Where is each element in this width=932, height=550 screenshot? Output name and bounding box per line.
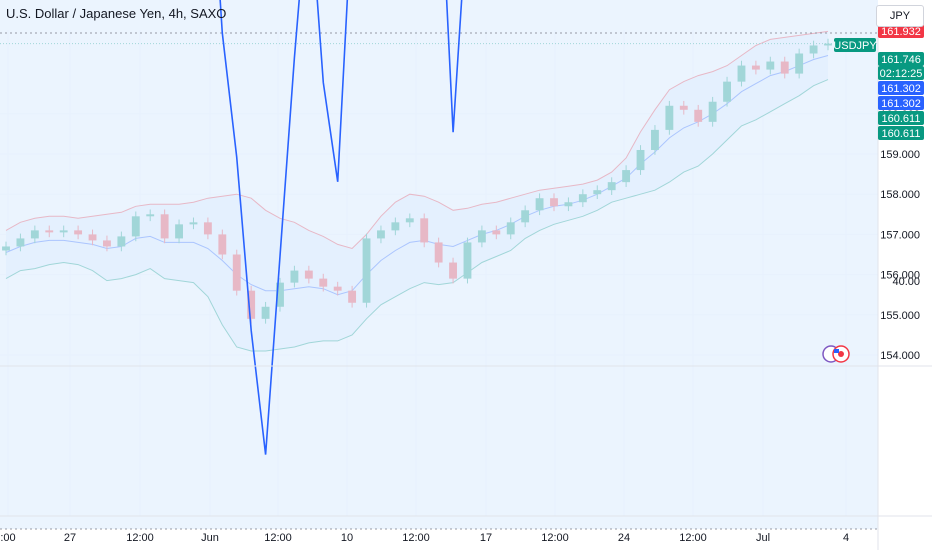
price-tick-label-6: 154.000 [880,350,920,362]
us-jp-flag-icon[interactable] [822,345,850,363]
price-tag-label-3: 02:12:25 [880,68,923,80]
time-tick-label-1: 27 [64,532,76,544]
price-tag-label-4: 161.302 [881,83,921,95]
time-tick-label-12: 4 [843,532,849,544]
price-tag-label-0: 161.932 [881,26,921,38]
chart-title: U.S. Dollar / Japanese Yen, 4h, SAXO [6,6,227,21]
price-tag [878,52,924,66]
price-tick-label-1: 156.000 [880,270,920,282]
time-tick-label-10: 12:00 [679,532,707,544]
rsi-pane: BearBearBear [0,0,878,530]
currency-button[interactable]: JPY [876,5,924,27]
price-tag [878,96,924,110]
price-tag-label-5: 161.302 [881,98,921,110]
time-tick-label-5: 10 [341,532,353,544]
price-tag [878,66,924,80]
price-tick-label-0: 155.000 [880,310,920,322]
time-tick-label-8: 12:00 [541,532,569,544]
price-tag [878,111,924,125]
time-tick-label-0: :00 [0,532,15,544]
rsi-tick-label-2: 40.00 [892,276,920,288]
price-tag-label-1: USDJPY [833,40,877,52]
price-tag [834,38,876,52]
price-tag-label-6: 160.611 [882,113,921,125]
price-tick-label-2: 157.000 [880,229,920,241]
price-tag [878,81,924,95]
price-tag-label-2: 161.746 [881,54,921,66]
time-tick-label-3: Jun [201,532,219,544]
price-tag [878,126,924,140]
price-tick-label-4: 159.000 [880,149,920,161]
time-tick-label-2: 12:00 [126,532,154,544]
rsi-band-fill [0,0,878,529]
time-tick-label-7: 17 [480,532,492,544]
time-tick-label-11: Jul [756,532,770,544]
time-tick-label-4: 12:00 [264,532,292,544]
price-tick-label-3: 158.000 [880,189,920,201]
price-tag [878,24,924,38]
time-tick-label-9: 24 [618,532,630,544]
time-tick-label-6: 12:00 [402,532,430,544]
price-tag-label-7: 160.611 [882,128,921,140]
